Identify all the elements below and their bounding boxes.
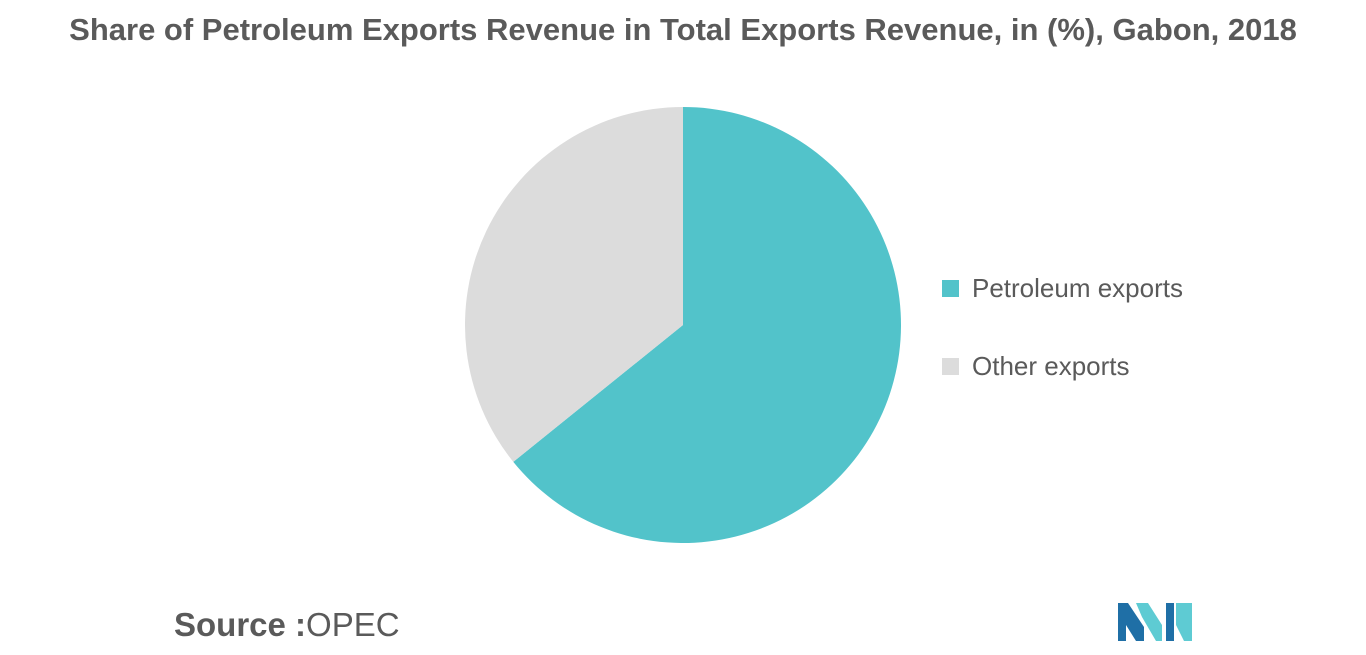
pie-slice-other-exports [465, 106, 683, 462]
mordor-intelligence-logo-icon [1118, 603, 1192, 641]
chart-title: Share of Petroleum Exports Revenue in To… [69, 12, 1297, 47]
logo-shape-left [1118, 603, 1144, 641]
legend-item-petroleum-exports: Petroleum exports [942, 270, 1183, 306]
legend-label-other-exports: Other exports [972, 350, 1130, 381]
logo-shape-right-accent [1176, 603, 1192, 641]
legend-item-other-exports: Other exports [942, 348, 1183, 384]
legend-swatch-petroleum-exports [942, 279, 959, 297]
source-prefix: Source : [174, 606, 307, 643]
logo-shape-right [1166, 603, 1174, 641]
legend-label-petroleum-exports: Petroleum exports [972, 272, 1183, 303]
legend-swatch-other-exports [942, 357, 959, 375]
logo-shape-middle [1136, 603, 1162, 641]
chart-legend: Petroleum exports Other exports [942, 270, 1183, 426]
pie-slice-petroleum-exports [513, 107, 902, 544]
source-note: Source :OPEC [174, 606, 400, 644]
source-name: OPEC [306, 606, 400, 643]
